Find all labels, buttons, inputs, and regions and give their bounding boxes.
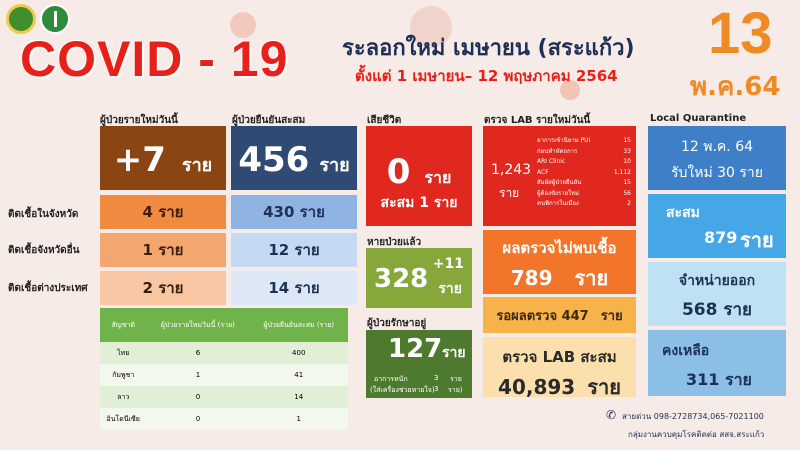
list-item: ACF 1,112 (537, 168, 631, 176)
quarantine-cumulative-unit: ราย (740, 228, 774, 252)
quarantine-remaining-card: คงเหลือ 311 ราย (648, 330, 786, 396)
deaths-cumulative: สะสม 1 ราย (380, 195, 458, 211)
row-label-abroad: ติดเชื้อต่างประเทศ (8, 283, 88, 294)
quarantine-new-today: รับใหม่ 30 ราย (671, 165, 763, 181)
lab-negative-unit: ราย (574, 266, 609, 290)
quarantine-discharged-label: จำหน่ายออก (678, 273, 756, 289)
list-item: อาการเข้านิยาม PUI 15 (537, 137, 631, 144)
in-treatment-unit: ราย (442, 345, 466, 361)
nationality-table: สัญชาติ ผู้ป่วยรายใหม่วันนี้ (ราย) ผู้ป่… (100, 308, 348, 430)
deaths-value: 0 (386, 152, 411, 192)
date-day: 13 (708, 1, 773, 66)
lab-today-unit: ราย (499, 186, 520, 200)
row-label-local: ติดเชื้อในจังหวัด (8, 209, 79, 220)
virus-decoration (560, 80, 580, 100)
phone-icon: ✆ (606, 408, 617, 422)
period-text: ตั้งแต่ 1 เมษายน– 12 พฤษภาคม 2564 (355, 67, 618, 85)
lab-cumulative-label: ตรวจ LAB สะสม (502, 348, 617, 366)
ministry-logo (6, 4, 36, 34)
quarantine-cumulative-card: สะสม 879 ราย (648, 194, 786, 258)
cum-abroad-cell: 14 ราย (231, 271, 357, 305)
quarantine-new-card: 12 พ.ค. 64 รับใหม่ 30 ราย (648, 126, 786, 190)
lab-today-card: 1,243 ราย อาการเข้านิยาม PUI 15 ก่อนทำหัต… (483, 126, 636, 226)
health-logo (40, 4, 70, 34)
table-row: อินโดนีเซีย 0 1 (100, 408, 348, 430)
cumulative-card: 456 ราย (231, 126, 357, 190)
row-label-other-province: ติดเชื้อจังหวัดอื่น (8, 245, 80, 256)
lab-pending-label: รอผลตรวจ 447 (496, 308, 589, 324)
cum-other-cell: 12 ราย (231, 233, 357, 267)
lab-pending-card: รอผลตรวจ 447 ราย (483, 297, 636, 333)
new-local-cell: 4 ราย (100, 195, 226, 229)
table-row: ไทย 6 400 (100, 342, 348, 364)
cumulative-value: 456 (238, 140, 310, 180)
recovered-unit: ราย (438, 281, 462, 297)
quarantine-title: Local Quarantine (650, 113, 747, 124)
quarantine-date: 12 พ.ค. 64 (680, 139, 754, 155)
deaths-label: เสียชีวิต (367, 115, 402, 126)
lab-today-total: 1,243 (491, 162, 532, 178)
list-item: คนพิการในเมือง 2 (537, 200, 631, 207)
recovered-value: 328 (374, 264, 429, 294)
cum-local-cell: 430 ราย (231, 195, 357, 229)
lab-pending-unit: ราย (600, 308, 623, 324)
list-item: ARI Clinic 10 (537, 158, 631, 165)
table-header-cumulative: ผู้ป่วยยืนยันสะสม (ราย) (249, 308, 348, 342)
quarantine-cumulative-value: 879 (704, 228, 738, 247)
new-other-cell: 1 ราย (100, 233, 226, 267)
list-item: ก่อนทำหัตถการ 33 (537, 147, 631, 155)
lab-cumulative-unit: ราย (587, 375, 621, 399)
table-header-nationality: สัญชาติ (100, 308, 147, 342)
lab-cumulative-card: ตรวจ LAB สะสม 40,893 ราย (483, 337, 636, 399)
lab-today-label: ตรวจ LAB รายใหม่วันนี้ (484, 115, 591, 126)
deaths-card: 0 ราย สะสม 1 ราย (366, 126, 472, 226)
lab-negative-card: ผลตรวจไม่พบเชื้อ 789 ราย (483, 230, 636, 294)
quarantine-remaining-label: คงเหลือ (662, 343, 710, 359)
lab-negative-value: 789 (510, 266, 553, 290)
in-treatment-label: ผู้ป่วยรักษาอยู่ (367, 318, 427, 329)
recovered-card: 328 +11 ราย (366, 248, 472, 308)
new-abroad-cell: 2 ราย (100, 271, 226, 305)
lab-cumulative-value: 40,893 (498, 375, 576, 399)
new-cases-unit: ราย (181, 155, 213, 176)
in-treatment-card: 127 ราย อาการหนัก 3 ราย (ใส่เครื่องช่วยห… (366, 330, 472, 398)
lab-negative-label: ผลตรวจไม่พบเชื้อ (502, 239, 617, 257)
date-month: พ.ค.64 (690, 72, 781, 102)
quarantine-remaining-value: 311 ราย (686, 370, 752, 389)
new-cases-label: ผู้ป่วยรายใหม่วันนี้ (100, 115, 178, 126)
hotline-text: สายด่วน 098-2728734,065-7021100 (622, 412, 764, 421)
table-row: กัมพูชา 1 41 (100, 364, 348, 386)
quarantine-discharged-card: จำหน่ายออก 568 ราย (648, 262, 786, 326)
lab-breakdown-list: อาการเข้านิยาม PUI 15 ก่อนทำหัตถการ 33 ARI… (537, 136, 631, 210)
quarantine-discharged-value: 568 ราย (681, 300, 753, 320)
virus-decoration (410, 6, 452, 48)
in-treatment-value: 127 (388, 334, 443, 364)
recovered-label: หายป่วยแล้ว (367, 237, 422, 248)
list-item: ผู้ต้องขังรายใหม่ 56 (537, 189, 631, 197)
virus-decoration (230, 12, 256, 38)
table-row: ลาว 0 14 (100, 386, 348, 408)
org-text: กลุ่มงานควบคุมโรคติดต่อ สสจ.สระแก้ว (628, 430, 765, 439)
new-cases-card: +7 ราย (100, 126, 226, 190)
new-cases-value: +7 (113, 140, 166, 180)
subtitle: ระลอกใหม่ เมษายน (สระแก้ว) (342, 36, 635, 61)
quarantine-cumulative-label: สะสม (666, 205, 700, 221)
table-header-new: ผู้ป่วยรายใหม่วันนี้ (ราย) (146, 308, 250, 342)
deaths-unit: ราย (424, 168, 452, 187)
cumulative-unit: ราย (319, 155, 350, 176)
main-title: COVID - 19 (20, 31, 289, 87)
list-item: สัมผัสผู้ป่วยยืนยัน 15 (537, 179, 631, 186)
recovered-delta: +11 (432, 256, 464, 272)
cumulative-label: ผู้ป่วยยืนยันสะสม (232, 115, 306, 126)
